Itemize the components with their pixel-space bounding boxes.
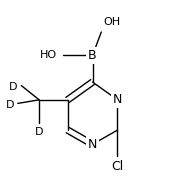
Text: D: D xyxy=(6,100,14,110)
Text: N: N xyxy=(88,138,97,151)
Text: OH: OH xyxy=(103,17,120,27)
Text: HO: HO xyxy=(40,50,57,60)
Text: N: N xyxy=(113,93,122,106)
Text: D: D xyxy=(35,127,43,136)
Text: B: B xyxy=(88,49,97,62)
Text: Cl: Cl xyxy=(111,160,124,173)
Text: D: D xyxy=(9,82,18,92)
